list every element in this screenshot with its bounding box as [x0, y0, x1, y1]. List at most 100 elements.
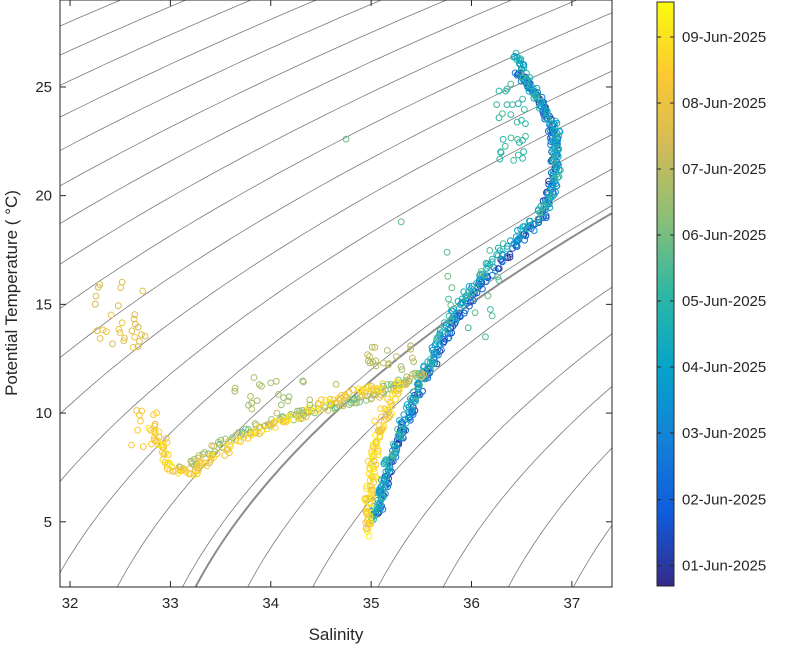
data-point: [284, 397, 292, 405]
data-point: [300, 411, 308, 419]
data-point: [340, 400, 348, 408]
data-point: [164, 460, 172, 467]
data-point: [148, 440, 155, 448]
data-point: [387, 381, 395, 388]
data-point: [397, 218, 405, 226]
data-point: [219, 443, 227, 451]
data-point: [109, 340, 116, 348]
data-point: [164, 451, 172, 459]
data-point: [370, 440, 377, 448]
data-point: [371, 512, 379, 520]
colorbar-ticks: 01-Jun-2025 02-Jun-2025 03-Jun-2025 04-Jun-…: [657, 29, 766, 575]
data-point: [536, 209, 544, 217]
isopycnal-line: [60, 134, 612, 574]
data-point: [551, 128, 559, 136]
data-point: [273, 377, 280, 385]
data-point: [279, 418, 287, 426]
data-point: [527, 83, 534, 90]
data-point: [262, 421, 269, 429]
data-point: [129, 344, 137, 351]
data-point: [407, 342, 415, 350]
data-point: [476, 271, 484, 279]
isopycnal-line: [116, 168, 612, 587]
data-point: [426, 358, 434, 366]
data-point: [499, 240, 507, 248]
isopycnal-line: [508, 447, 612, 587]
data-point: [102, 328, 110, 336]
data-point: [353, 395, 361, 403]
data-point: [463, 299, 471, 307]
isopycnal-line: [60, 0, 447, 187]
isopycnal-line: [60, 0, 382, 151]
data-point: [515, 234, 523, 242]
density-contours: [60, 0, 612, 587]
data-point: [362, 397, 370, 404]
data-point: [420, 363, 427, 371]
data-point: [409, 388, 417, 396]
data-point: [456, 313, 464, 321]
data-point: [468, 282, 476, 290]
data-point: [363, 485, 370, 493]
data-point: [476, 279, 484, 287]
data-point: [518, 116, 525, 124]
data-point: [231, 384, 239, 392]
data-point: [155, 433, 163, 441]
data-point: [197, 459, 205, 467]
data-point: [409, 403, 417, 411]
data-point: [509, 101, 516, 108]
data-point: [273, 409, 281, 417]
data-point: [444, 334, 452, 342]
data-point: [493, 101, 501, 108]
data-point: [447, 301, 455, 309]
data-point: [433, 334, 441, 342]
data-point: [519, 155, 526, 162]
data-point: [116, 329, 124, 336]
data-point: [525, 87, 533, 95]
colorbar-tick-label: 03-Jun-2025: [682, 425, 766, 442]
data-point: [445, 295, 452, 303]
data-point: [497, 148, 505, 156]
data-point: [391, 449, 398, 457]
data-point: [400, 411, 408, 419]
data-point: [550, 150, 557, 158]
data-point: [133, 407, 141, 414]
data-point: [366, 353, 374, 360]
data-point: [139, 443, 147, 451]
y-tick-label: 5: [44, 514, 52, 531]
data-point: [267, 379, 275, 387]
data-point: [444, 272, 452, 280]
data-point: [366, 466, 374, 474]
data-point: [313, 407, 321, 415]
data-point: [138, 407, 146, 415]
data-point: [540, 102, 547, 110]
data-point: [275, 391, 282, 398]
data-point: [141, 332, 149, 340]
data-point: [132, 320, 139, 328]
data-point: [341, 391, 349, 399]
data-point: [402, 419, 410, 427]
data-point: [554, 174, 562, 181]
data-point: [369, 454, 376, 461]
data-point: [501, 142, 509, 150]
data-point: [383, 472, 391, 480]
data-point: [285, 393, 293, 401]
data-point: [447, 319, 455, 327]
data-point: [367, 385, 375, 393]
data-point: [117, 284, 125, 292]
data-point: [363, 510, 371, 518]
data-point: [403, 401, 411, 409]
data-point: [499, 110, 506, 117]
data-point: [128, 441, 136, 449]
data-point: [484, 292, 492, 300]
data-point: [333, 399, 341, 406]
data-point: [381, 476, 389, 484]
data-point: [332, 406, 339, 414]
data-point: [368, 343, 376, 351]
data-point: [538, 210, 545, 218]
data-point: [503, 101, 511, 108]
data-point: [145, 424, 153, 432]
data-point: [137, 417, 144, 425]
data-point: [322, 396, 330, 404]
data-point: [258, 427, 266, 435]
